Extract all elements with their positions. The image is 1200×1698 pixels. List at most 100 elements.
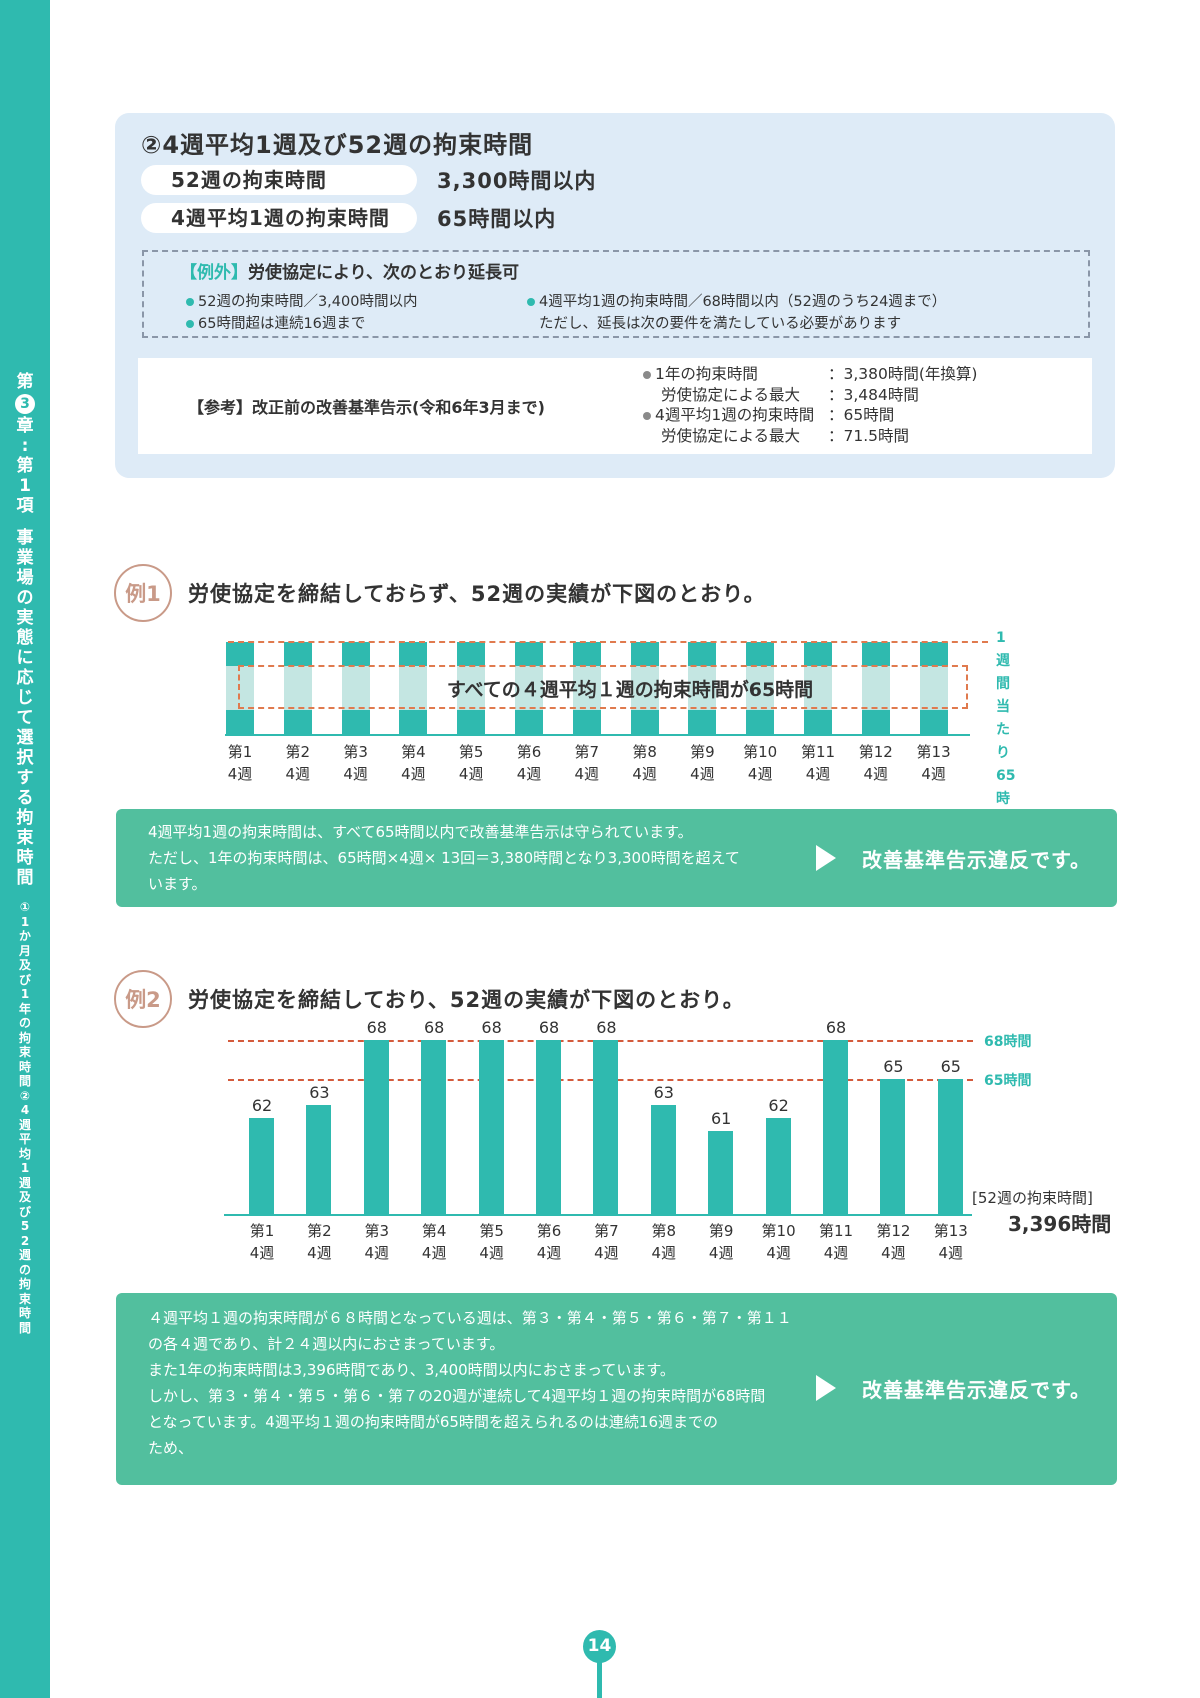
bar-highlight: [341, 666, 370, 710]
x-tick-label: 第5 4週: [446, 741, 496, 785]
subsection-char: 束: [18, 1291, 31, 1306]
bar: [249, 1118, 274, 1214]
subsection-char: 束: [18, 1045, 31, 1059]
bar: [688, 642, 717, 734]
notice-line: います。: [148, 875, 207, 893]
x-tick-line2: 4週: [401, 765, 426, 783]
x-axis: [225, 734, 970, 736]
reference-row: 労使協定による最大 ：3,484時間: [643, 385, 977, 406]
x-tick-line2: 4週: [690, 765, 715, 783]
reference-label: 1週間当たり 65時間: [996, 627, 1015, 834]
section-char: に: [16, 648, 34, 668]
notice-line: また1年の拘束時間は3,396時間であり、3,400時間以内におさまっています。: [148, 1361, 675, 1379]
bar: [880, 1079, 906, 1214]
bar-value-label: 63: [653, 1083, 674, 1102]
x-tick-line2: 4週: [632, 765, 657, 783]
verdict-text: 改善基準告示違反です。: [862, 848, 1091, 872]
bar-value-label: 68: [424, 1018, 445, 1037]
x-tick-line2: 4週: [364, 1244, 390, 1262]
section-char: 1: [19, 476, 31, 496]
x-tick-label: 第11 4週: [811, 1220, 861, 1264]
example1-notice: 4週平均1週の拘束時間は、すべて65時間以内で改善基準告示は守られています。 た…: [116, 809, 1117, 907]
reference-row: 4週平均1週の拘束時間 ：65時間: [643, 405, 977, 426]
bar-value-label: 62: [251, 1096, 273, 1115]
x-tick-line2: 4週: [921, 765, 946, 783]
bar-value-label: 65: [940, 1057, 961, 1076]
x-tick-label: 第11 4週: [793, 741, 843, 785]
bar: [226, 642, 254, 734]
subsection-char: 時: [18, 1306, 31, 1320]
subsection-char: 週: [18, 1117, 31, 1132]
exception-tag: 【例外】: [180, 263, 248, 283]
subsection-char: 均: [18, 1146, 31, 1161]
subsection-char: 間: [18, 1320, 31, 1335]
bar-highlight: [399, 666, 428, 710]
x-tick-label: 第1 4週: [215, 741, 265, 785]
subsection-char: の: [18, 1016, 31, 1030]
x-tick-line2: 4週: [708, 1244, 734, 1262]
x-tick-line1: 第7: [594, 1222, 619, 1240]
notice-line: ただし、1年の拘束時間は、65時間×4週× 13回＝3,380時間となり3,30…: [148, 849, 740, 867]
notice-line: しかし、第３・第４・第５・第６・第７の20週が連続して4週平均１週の拘束時間が6…: [148, 1387, 766, 1405]
rule-label: 4週平均1週の拘束時間: [141, 203, 417, 233]
x-tick-line1: 第2: [307, 1222, 332, 1240]
subsection-char: 週: [18, 1248, 31, 1262]
subsection-char: 1: [20, 987, 30, 1001]
reference-title: 【参考】改正前の改善基準告示(令和6年3月まで): [188, 398, 545, 417]
example1-heading: 例1 労使協定を締結しておらず、52週の実績が下図のとおり。: [114, 564, 766, 622]
exception-item: 4週平均1週の拘束時間／68時間以内（52週のうち24週まで）: [527, 290, 946, 311]
x-tick-label: 第2 4週: [294, 1220, 344, 1264]
subsection-char: 月: [18, 943, 31, 958]
notice-line: 4週平均1週の拘束時間は、すべて65時間以内で改善基準告示は守られています。: [148, 823, 693, 841]
reference-value: ：65時間: [828, 406, 895, 424]
notice-line: となっています。4週平均１週の拘束時間が65時間を超えられるのは連続16週までの: [148, 1413, 719, 1431]
subsection-char: び: [18, 1204, 31, 1219]
bar-highlight: [572, 666, 601, 710]
reference-label: 労使協定による最大: [643, 426, 828, 447]
x-tick-line1: 第7: [574, 743, 600, 761]
rule-row-4-week-average: 4週平均1週の拘束時間 65時間以内: [141, 203, 556, 233]
bullet-icon: [527, 298, 535, 306]
bar-value-label: 68: [538, 1018, 560, 1037]
reference-label-65: 65時間: [984, 1073, 1032, 1089]
reference-label-line: 1週間当たり: [996, 630, 1010, 761]
bullet-icon: [186, 320, 194, 328]
x-tick-label: 第1 4週: [237, 1220, 287, 1264]
reference-label: 労使協定による最大: [643, 385, 828, 406]
section-char: 時: [16, 848, 34, 868]
x-tick-line2: 4週: [458, 765, 484, 783]
bar-value-label: 68: [481, 1018, 502, 1037]
subsection-char: 年: [18, 1001, 31, 1016]
example2-heading: 例2 労使協定を締結しており、52週の実績が下図のとおり。: [114, 970, 745, 1028]
section-char: る: [16, 788, 34, 808]
reference-value: ：3,484時間: [828, 385, 919, 404]
x-tick-line2: 4週: [307, 1244, 332, 1262]
reference-label-68: 68時間: [984, 1034, 1032, 1050]
x-tick-line1: 第9: [690, 743, 715, 761]
x-tick-line2: 4週: [823, 1244, 849, 1262]
section-char: の: [16, 588, 34, 608]
subsection-char: の: [18, 1262, 31, 1277]
chapter-char: 第: [16, 372, 34, 392]
x-axis: [224, 1214, 972, 1216]
x-tick-line1: 第5: [479, 1222, 504, 1240]
section-char: 事: [16, 528, 34, 548]
x-tick-label: 第7 4週: [581, 1220, 631, 1264]
chapter-side-band: [0, 0, 50, 1698]
exception-item: 65時間超は連続16週まで: [186, 312, 365, 333]
section-char: 選: [16, 728, 34, 748]
bar: [341, 642, 370, 734]
bullet-icon: [186, 298, 194, 306]
arrow-right-icon: [816, 1375, 836, 1401]
example1-chart: すべての４週平均１週の拘束時間が65時間 1週間当たり 65時間 第14週第24…: [220, 630, 1015, 830]
x-tick-line2: 4週: [227, 765, 253, 783]
bar: [746, 642, 775, 734]
example1-badge: 例1: [114, 564, 172, 622]
bar: [593, 1040, 619, 1214]
x-tick-label: 第5 4週: [467, 1220, 517, 1264]
example2-title: 労使協定を締結しており、52週の実績が下図のとおり。: [188, 988, 745, 1012]
exception-note: ただし、延長は次の要件を満たしている必要があります: [539, 316, 902, 332]
section-char: 場: [16, 568, 34, 588]
example2-notice: ４週平均１週の拘束時間が６８時間となっている週は、第３・第４・第５・第６・第７・…: [116, 1293, 1117, 1485]
subsection-char: ②: [19, 1088, 31, 1103]
